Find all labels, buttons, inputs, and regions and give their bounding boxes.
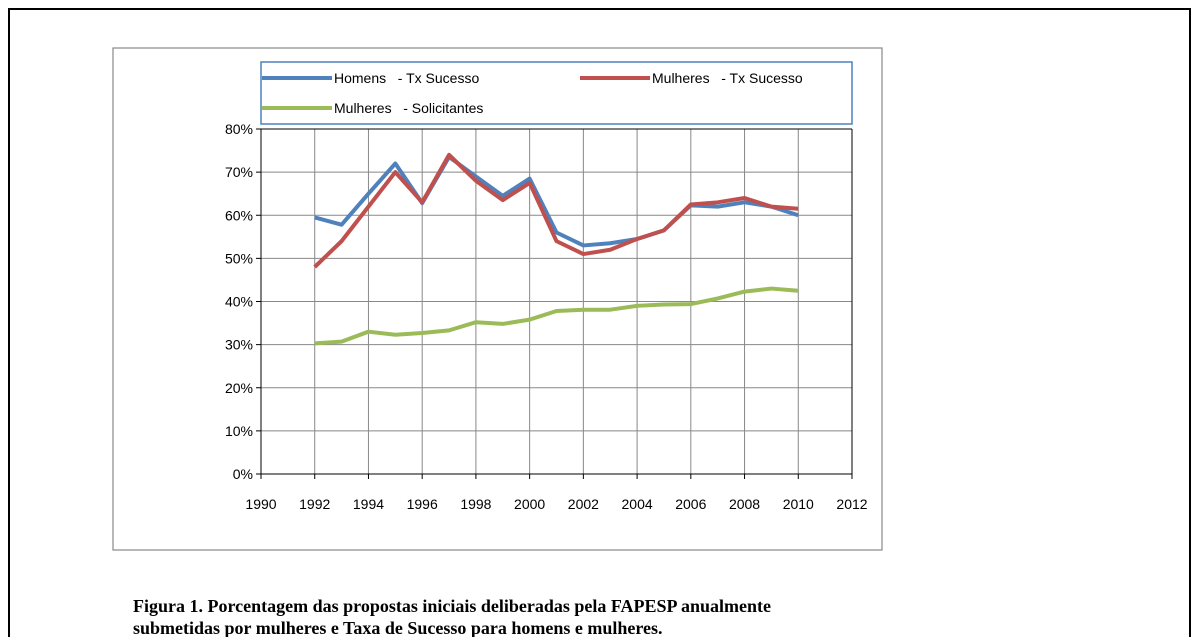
x-tick-label: 2000 bbox=[514, 496, 545, 512]
legend-box bbox=[260, 61, 853, 125]
x-tick-label: 2008 bbox=[729, 496, 760, 512]
y-tick-label: 0% bbox=[233, 466, 253, 482]
legend-label: Mulheres - Solicitantes bbox=[334, 100, 483, 116]
document-frame bbox=[8, 8, 1191, 637]
caption-line: Figura 1. Porcentagem das propostas inic… bbox=[133, 596, 772, 616]
x-tick-label: 1990 bbox=[245, 496, 276, 512]
y-tick-label: 60% bbox=[225, 207, 253, 223]
x-tick-label: 2010 bbox=[783, 496, 814, 512]
y-tick-label: 40% bbox=[225, 294, 253, 310]
x-tick-label: 1992 bbox=[299, 496, 330, 512]
legend-label: Homens - Tx Sucesso bbox=[334, 70, 479, 86]
chart-frame bbox=[112, 47, 883, 551]
x-tick-label: 2006 bbox=[675, 496, 706, 512]
x-tick-label: 2002 bbox=[568, 496, 599, 512]
x-tick-label: 1994 bbox=[353, 496, 384, 512]
x-tick-label: 2012 bbox=[836, 496, 867, 512]
legend-label: Mulheres - Tx Sucesso bbox=[652, 70, 803, 86]
y-tick-label: 80% bbox=[225, 121, 253, 137]
y-tick-label: 30% bbox=[225, 337, 253, 353]
y-tick-label: 20% bbox=[225, 380, 253, 396]
caption-line: submetidas por mulheres e Taxa de Sucess… bbox=[133, 618, 663, 637]
x-tick-label: 1998 bbox=[460, 496, 491, 512]
series-line bbox=[314, 286, 799, 346]
series-line bbox=[314, 155, 799, 248]
x-tick-label: 1996 bbox=[407, 496, 438, 512]
y-tick-label: 10% bbox=[225, 423, 253, 439]
series-line bbox=[313, 152, 799, 269]
x-tick-label: 2004 bbox=[622, 496, 653, 512]
y-tick-label: 50% bbox=[225, 250, 253, 266]
y-tick-label: 70% bbox=[225, 164, 253, 180]
